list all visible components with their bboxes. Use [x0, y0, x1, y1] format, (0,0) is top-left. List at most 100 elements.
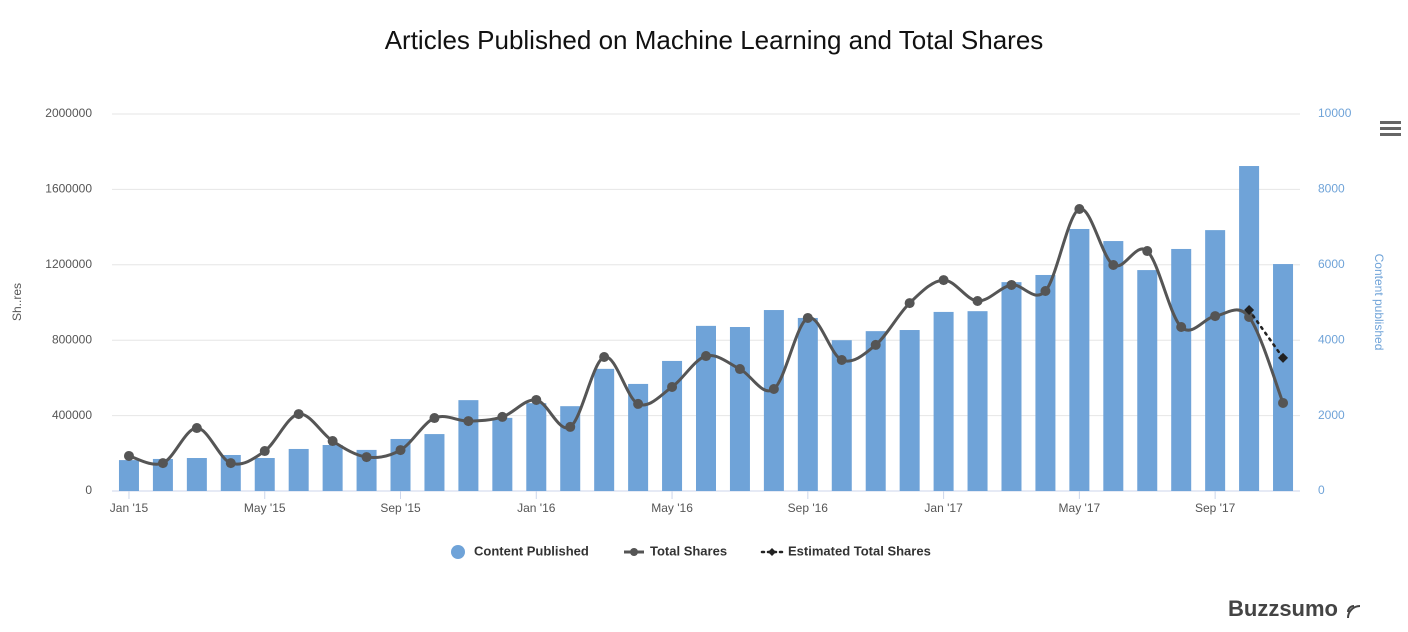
point [225, 458, 236, 469]
brand-signal [1347, 605, 1361, 619]
point [1278, 397, 1289, 408]
bar [1205, 230, 1226, 491]
y2-tick-label: 0 [1318, 483, 1325, 497]
bar [628, 383, 649, 491]
bar [899, 330, 920, 491]
legend-label: Content Published [474, 543, 589, 558]
bar [288, 448, 309, 491]
point [938, 275, 949, 286]
point [123, 450, 134, 461]
x-tick-label: Jan '17 [924, 501, 963, 515]
bar [594, 368, 615, 491]
bar [1069, 228, 1090, 492]
bar [424, 434, 445, 491]
bar [492, 417, 513, 491]
x-tick-label: Jan '15 [110, 501, 149, 515]
bar [729, 327, 750, 491]
y2-tick-label: 8000 [1318, 182, 1345, 196]
point [1040, 286, 1051, 297]
bar [865, 331, 886, 491]
x-tick-label: Jan '16 [517, 501, 556, 515]
point [531, 394, 542, 405]
point [802, 312, 813, 323]
point [293, 409, 304, 420]
point [259, 446, 270, 457]
legend-swatch [451, 545, 465, 559]
point [1142, 246, 1153, 257]
point [497, 411, 508, 422]
bar [797, 317, 818, 491]
bar [662, 360, 683, 491]
y2-tick-label: 10000 [1318, 106, 1352, 120]
point [1006, 279, 1017, 290]
point [870, 339, 881, 350]
bar [1001, 282, 1022, 491]
bar [763, 310, 784, 491]
bar [967, 311, 988, 491]
point [565, 421, 576, 432]
bar [526, 403, 547, 491]
y2-tick-label: 2000 [1318, 408, 1345, 422]
legend-swatch [630, 548, 638, 556]
x-tick-label: Sep '17 [1195, 501, 1236, 515]
bar [696, 325, 716, 491]
bar [1035, 274, 1056, 491]
x-tick-label: May '17 [1059, 501, 1101, 515]
y-tick-label: 800000 [52, 332, 92, 346]
bar [254, 458, 275, 491]
point [1210, 311, 1221, 322]
point [463, 416, 474, 427]
bar [1137, 270, 1158, 491]
point [191, 423, 202, 434]
y-tick-label: 1200000 [45, 257, 92, 271]
bar [933, 311, 954, 491]
y-tick-label: 1600000 [45, 182, 92, 196]
bar [118, 460, 139, 491]
point [1108, 259, 1119, 270]
bar [831, 340, 852, 491]
point [701, 351, 711, 362]
point [836, 354, 847, 365]
legend-swatch [768, 548, 776, 556]
bar [186, 458, 207, 491]
bar [152, 458, 173, 491]
x-tick-label: Sep '15 [380, 501, 421, 515]
point [972, 295, 983, 306]
point [633, 398, 644, 409]
legend-label: Estimated Total Shares [788, 543, 931, 558]
bar [458, 400, 479, 491]
point [429, 413, 440, 424]
chart-title: Articles Published on Machine Learning a… [385, 25, 1044, 55]
legend-label: Total Shares [650, 543, 727, 558]
point [395, 445, 406, 456]
y2-tick-label: 4000 [1318, 332, 1345, 346]
y2-axis-title: Content published [1372, 254, 1386, 351]
menu-icon[interactable] [1380, 121, 1401, 136]
x-tick-label: May '16 [651, 501, 693, 515]
y2-tick-label: 6000 [1318, 257, 1345, 271]
point [904, 298, 915, 309]
x-tick-label: May '15 [244, 501, 286, 515]
x-tick-label: Sep '16 [788, 501, 829, 515]
bar [1273, 264, 1294, 491]
y-tick-label: 400000 [52, 408, 92, 422]
brand-logo: Buzzsumo [1228, 596, 1338, 621]
bar [322, 445, 343, 491]
point [734, 364, 745, 375]
point [599, 351, 610, 362]
estimated-point [1244, 305, 1255, 316]
y-tick-label: 0 [85, 483, 92, 497]
point [1176, 322, 1187, 333]
estimated-point [1278, 352, 1289, 363]
point [1244, 312, 1255, 323]
point [361, 452, 372, 463]
bar [1103, 241, 1124, 491]
bar [356, 449, 377, 491]
y-axis-title: Sh..res [10, 283, 24, 321]
point [157, 458, 168, 469]
point [1074, 204, 1085, 215]
point [667, 381, 678, 392]
y-tick-label: 2000000 [45, 106, 92, 120]
point [768, 384, 779, 395]
